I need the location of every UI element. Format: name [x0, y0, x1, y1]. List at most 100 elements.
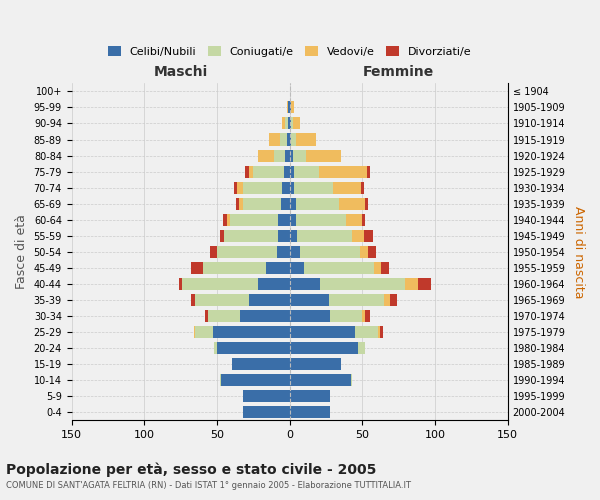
Bar [280, 134, 287, 145]
Bar [418, 278, 431, 290]
Bar [290, 326, 355, 338]
Bar [221, 374, 290, 386]
Y-axis label: Fasce di età: Fasce di età [15, 214, 28, 289]
Bar [258, 150, 274, 162]
Bar [220, 230, 224, 242]
Bar [404, 278, 418, 290]
Bar [232, 358, 290, 370]
Bar [210, 246, 217, 258]
Bar [239, 198, 243, 209]
Bar [182, 278, 258, 290]
Bar [235, 182, 238, 194]
Bar [290, 406, 331, 418]
Bar [362, 214, 365, 226]
Bar [291, 118, 293, 130]
Bar [217, 246, 277, 258]
Bar [346, 214, 362, 226]
Bar [368, 246, 376, 258]
Bar [245, 166, 249, 177]
Bar [277, 246, 290, 258]
Bar [355, 326, 379, 338]
Bar [243, 198, 281, 209]
Bar [291, 134, 296, 145]
Bar [290, 118, 291, 130]
Bar [379, 326, 380, 338]
Bar [296, 198, 339, 209]
Bar [320, 278, 404, 290]
Bar [352, 230, 364, 242]
Bar [287, 134, 290, 145]
Bar [205, 310, 208, 322]
Bar [236, 198, 239, 209]
Bar [290, 246, 300, 258]
Bar [253, 166, 284, 177]
Bar [220, 374, 221, 386]
Bar [319, 166, 367, 177]
Bar [290, 358, 341, 370]
Bar [297, 230, 352, 242]
Bar [223, 214, 227, 226]
Bar [224, 230, 278, 242]
Bar [249, 166, 253, 177]
Bar [281, 198, 290, 209]
Bar [296, 134, 316, 145]
Bar [286, 118, 288, 130]
Bar [290, 166, 294, 177]
Bar [290, 342, 358, 354]
Bar [290, 198, 296, 209]
Legend: Celibi/Nubili, Coniugati/e, Vedovi/e, Divorziati/e: Celibi/Nubili, Coniugati/e, Vedovi/e, Di… [103, 42, 476, 62]
Bar [362, 310, 365, 322]
Bar [329, 294, 384, 306]
Bar [217, 342, 290, 354]
Bar [284, 166, 290, 177]
Bar [390, 294, 397, 306]
Bar [365, 310, 370, 322]
Bar [294, 166, 319, 177]
Bar [358, 342, 365, 354]
Bar [290, 230, 297, 242]
Bar [191, 262, 203, 274]
Bar [238, 182, 243, 194]
Bar [296, 214, 346, 226]
Bar [290, 278, 320, 290]
Bar [367, 166, 370, 177]
Bar [191, 294, 195, 306]
Bar [241, 310, 290, 322]
Bar [278, 214, 290, 226]
Y-axis label: Anni di nascita: Anni di nascita [572, 206, 585, 298]
Bar [269, 134, 280, 145]
Bar [249, 294, 290, 306]
Text: Popolazione per età, sesso e stato civile - 2005: Popolazione per età, sesso e stato civil… [6, 462, 376, 477]
Bar [291, 102, 294, 114]
Bar [283, 118, 286, 130]
Bar [306, 150, 341, 162]
Bar [283, 182, 290, 194]
Bar [361, 182, 364, 194]
Bar [300, 246, 359, 258]
Bar [195, 294, 249, 306]
Bar [290, 182, 294, 194]
Bar [304, 262, 374, 274]
Bar [339, 198, 365, 209]
Bar [294, 182, 334, 194]
Bar [290, 310, 331, 322]
Bar [384, 294, 390, 306]
Bar [203, 262, 266, 274]
Bar [266, 262, 290, 274]
Bar [334, 182, 361, 194]
Bar [274, 150, 286, 162]
Text: Femmine: Femmine [363, 64, 434, 78]
Bar [288, 102, 290, 114]
Bar [382, 262, 389, 274]
Bar [351, 374, 352, 386]
Bar [194, 326, 195, 338]
Bar [287, 102, 288, 114]
Bar [359, 246, 368, 258]
Bar [179, 278, 182, 290]
Bar [331, 310, 362, 322]
Bar [290, 214, 296, 226]
Bar [195, 326, 212, 338]
Bar [208, 310, 241, 322]
Bar [230, 214, 278, 226]
Bar [278, 230, 290, 242]
